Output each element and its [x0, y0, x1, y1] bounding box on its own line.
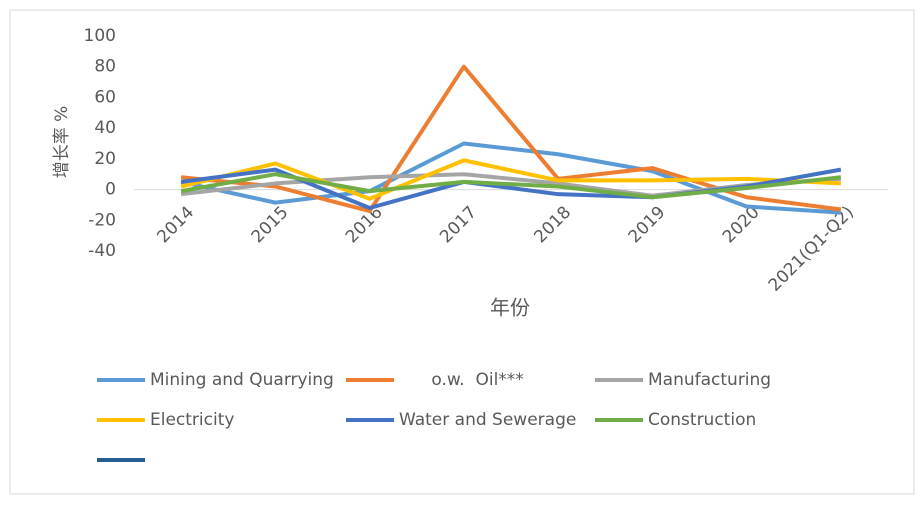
y-tick-label: 100: [84, 26, 116, 46]
y-tick-label: 80: [94, 57, 116, 77]
y-tick-label: 20: [94, 149, 116, 169]
series-line: [180, 158, 841, 201]
y-tick-label: -20: [88, 210, 116, 230]
chart-border: [9, 9, 915, 495]
legend-label: Mining and Quarrying: [150, 370, 334, 390]
legend-label: o.w. Oil***: [399, 370, 524, 390]
y-tick-label: 0: [105, 180, 116, 200]
legend-label: Manufacturing: [648, 370, 771, 390]
y-axis-title: 增长率 %: [52, 106, 72, 179]
series-line: [180, 141, 842, 215]
x-axis-title: 年份: [490, 296, 530, 320]
y-tick-label: 60: [94, 87, 116, 107]
legend-label: Construction: [648, 410, 756, 430]
y-tick-label: 40: [94, 118, 116, 138]
y-tick-label: -40: [88, 241, 116, 261]
legend-label: Water and Sewerage: [399, 410, 576, 430]
series-line: [180, 172, 842, 200]
legend-label: Electricity: [150, 410, 234, 430]
series-line: [180, 64, 842, 214]
